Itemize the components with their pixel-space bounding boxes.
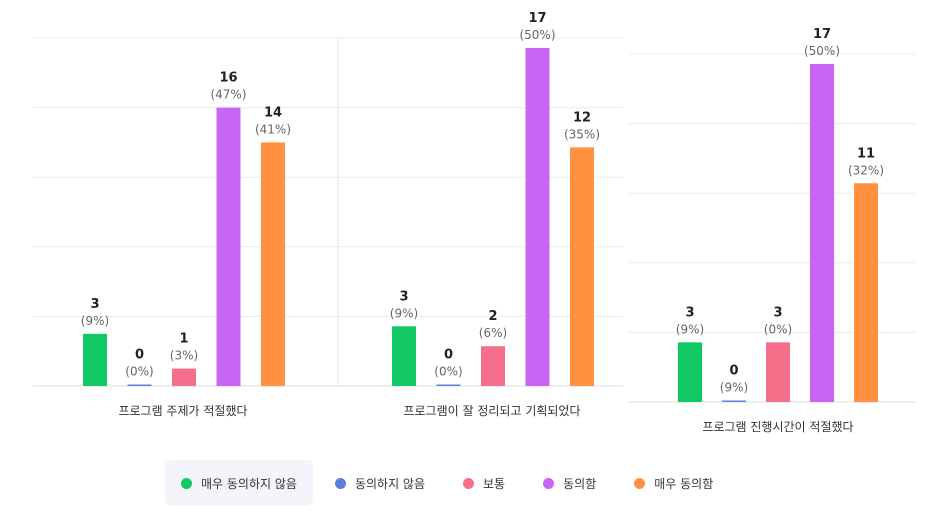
chart-3-percent-label-3: (0%) [764, 322, 792, 336]
legend: 매우 동의하지 않음 동의하지 않음 보통 동의함 매우 동의함 [165, 460, 735, 506]
chart-1-value-label-4: 16 [219, 71, 237, 86]
legend-label: 동의하지 않음 [354, 476, 426, 491]
chart-3-value-label-3: 3 [773, 305, 782, 320]
chart-1-percent-label-2: (0%) [125, 365, 153, 379]
chart-3-value-label-1: 3 [685, 305, 694, 320]
chart-3-percent-label-5: (32%) [848, 163, 884, 177]
chart-1-value-label-2: 0 [135, 348, 144, 363]
legend-item-strongly-disagree[interactable]: 매우 동의하지 않음 [165, 460, 313, 506]
legend-item-neutral[interactable]: 보통 [447, 460, 521, 506]
legend-item-agree[interactable]: 동의함 [527, 460, 612, 506]
chart-2-bar-1[interactable] [392, 326, 416, 386]
chart-3-percent-label-2: (9%) [720, 381, 748, 395]
chart-2-bar-5[interactable] [570, 147, 594, 386]
chart-3-value-label-2: 0 [729, 364, 738, 379]
chart-1-value-label-3: 1 [179, 332, 188, 347]
chart-2-value-label-2: 0 [444, 348, 453, 363]
legend-label: 매우 동의함 [654, 476, 714, 491]
chart-3-bar-3[interactable] [766, 342, 790, 402]
chart-2-value-label-5: 12 [573, 110, 591, 125]
legend-swatch [543, 477, 555, 489]
chart-1-value-label-5: 14 [264, 105, 282, 120]
chart-3-bar-4[interactable] [810, 63, 834, 402]
chart-2-x-axis-label: 프로그램이 잘 정리되고 기획되었다 [403, 404, 580, 418]
chart-1-percent-label-5: (41%) [255, 122, 291, 136]
legend-label: 매우 동의하지 않음 [201, 476, 297, 491]
chart-1-bar-5[interactable] [261, 142, 285, 386]
chart-1-bar-2[interactable] [127, 384, 152, 387]
chart-3-x-axis-label: 프로그램 진행시간이 적절했다 [702, 419, 853, 434]
chart-2-percent-label-1: (9%) [390, 306, 418, 320]
chart-1-percent-label-4: (47%) [210, 88, 246, 102]
chart-1-value-label-1: 3 [90, 297, 99, 312]
chart-1-percent-label-1: (9%) [81, 314, 109, 328]
legend-item-disagree[interactable]: 동의하지 않음 [319, 460, 441, 506]
legend-swatch [634, 477, 646, 489]
legend-label: 동의함 [563, 476, 597, 491]
chart-3-value-label-4: 17 [813, 27, 831, 42]
chart-2-percent-label-4: (50%) [519, 28, 555, 42]
legend-swatch [334, 477, 346, 489]
chart-3-value-label-5: 11 [857, 146, 875, 161]
chart-2-percent-label-3: (6%) [479, 326, 507, 340]
chart-1-percent-label-3: (3%) [170, 349, 198, 363]
legend-label: 보통 [483, 476, 506, 491]
chart-2-bar-2[interactable] [436, 384, 461, 387]
chart-1-bar-4[interactable] [216, 107, 241, 386]
chart-3-bar-1[interactable] [678, 342, 702, 402]
charts-area: 프로그램 주제가 적절했다 프로그램이 잘 정리되고 기획되었다 프로그램 진행… [33, 11, 916, 434]
legend-swatch [181, 477, 192, 489]
legend-swatch [463, 477, 475, 489]
chart-3-bar-5[interactable] [854, 183, 878, 402]
chart-2-value-label-1: 3 [399, 289, 408, 304]
chart-3-bar-2[interactable] [722, 400, 746, 403]
chart-2-bar-4[interactable] [525, 47, 550, 386]
chart-3-percent-label-4: (50%) [804, 44, 840, 58]
chart-2-percent-label-2: (0%) [434, 365, 462, 379]
chart-2-bar-3[interactable] [481, 346, 505, 386]
chart-2-percent-label-5: (35%) [564, 127, 600, 141]
legend-item-strongly-agree[interactable]: 매우 동의함 [618, 460, 729, 506]
chart-2-value-label-4: 17 [528, 11, 546, 26]
chart-2-value-label-3: 2 [488, 309, 497, 324]
chart-1-x-axis-label: 프로그램 주제가 적절했다 [118, 404, 247, 418]
chart-1-bar-3[interactable] [172, 368, 196, 386]
chart-3-percent-label-1: (9%) [676, 322, 704, 336]
chart-1-bar-1[interactable] [83, 333, 107, 386]
